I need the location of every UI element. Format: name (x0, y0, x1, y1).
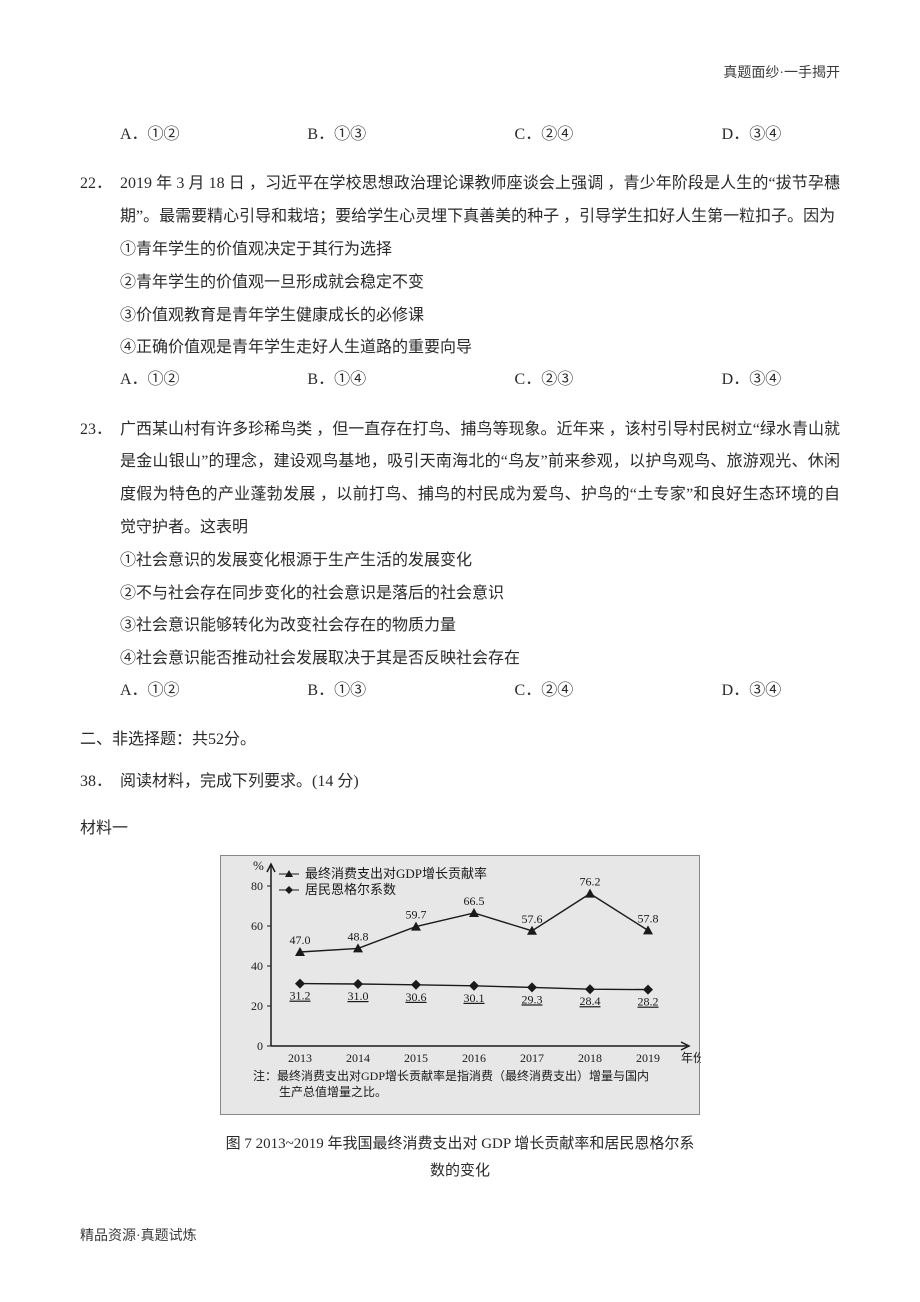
q22-opt-b: B．①④ (307, 365, 514, 395)
svg-text:40: 40 (251, 959, 263, 973)
svg-text:2014: 2014 (346, 1051, 370, 1065)
q21-opt-b: B．①③ (307, 120, 514, 150)
q22-body: 2019 年 3 月 18 日 ，习近平在学校思想政治理论课教师座谈会上强调 ，… (120, 168, 840, 234)
svg-text:20: 20 (251, 999, 263, 1013)
svg-text:最终消费支出对GDP增长贡献率: 最终消费支出对GDP增长贡献率 (305, 866, 487, 881)
svg-text:2015: 2015 (404, 1051, 428, 1065)
svg-text:注：最终消费支出对GDP增长贡献率是指消费（最终消费支出）增: 注：最终消费支出对GDP增长贡献率是指消费（最终消费支出）增量与国内 (253, 1068, 649, 1083)
q23-opt-d: D．③④ (722, 676, 840, 706)
q22-opt-d: D．③④ (722, 365, 840, 395)
svg-text:29.3: 29.3 (522, 993, 543, 1007)
svg-text:48.8: 48.8 (348, 930, 369, 944)
q23-number: 23． (80, 414, 120, 545)
question-38: 38． 阅读材料，完成下列要求。(14 分) (80, 766, 840, 799)
svg-text:80: 80 (251, 879, 263, 893)
page-header-right: 真题面纱·一手揭开 (723, 62, 840, 82)
q22-statement-3: ③价值观教育是青年学生健康成长的必修课 (80, 300, 840, 333)
page-footer-left: 精品资源·真题试炼 (80, 1225, 840, 1245)
svg-text:31.0: 31.0 (348, 989, 369, 1003)
q22-options: A．①② B．①④ C．②③ D．③④ (80, 365, 840, 395)
svg-text:2018: 2018 (578, 1051, 602, 1065)
q21-opt-c: C．②④ (515, 120, 722, 150)
question-22: 22． 2019 年 3 月 18 日 ，习近平在学校思想政治理论课教师座谈会上… (80, 168, 840, 395)
svg-text:59.7: 59.7 (406, 908, 427, 922)
q21-opt-a: A．①② (120, 120, 307, 150)
svg-text:年份: 年份 (681, 1051, 701, 1065)
q38-body: 阅读材料，完成下列要求。(14 分) (120, 766, 840, 799)
svg-text:2013: 2013 (288, 1051, 312, 1065)
chart-caption: 图 7 2013~2019 年我国最终消费支出对 GDP 增长贡献率和居民恩格尔… (220, 1131, 700, 1185)
q23-statement-3: ③社会意识能够转化为改变社会存在的物质力量 (80, 610, 840, 643)
q22-opt-c: C．②③ (515, 365, 722, 395)
q21-opt-d: D．③④ (722, 120, 840, 150)
q23-statement-1: ①社会意识的发展变化根源于生产生活的发展变化 (80, 545, 840, 578)
svg-text:2017: 2017 (520, 1051, 544, 1065)
q23-statement-4: ④社会意识能否推动社会发展取决于其是否反映社会存在 (80, 643, 840, 676)
q23-opt-b: B．①③ (307, 676, 514, 706)
chart-figure-7: % 0 20 40 60 80 2013 2014 2015 2016 2017 2018 2019 年份… (220, 855, 700, 1115)
svg-text:57.6: 57.6 (522, 912, 543, 926)
svg-text:30.1: 30.1 (464, 991, 485, 1005)
svg-text:31.2: 31.2 (290, 989, 311, 1003)
svg-text:76.2: 76.2 (580, 875, 601, 889)
svg-text:30.6: 30.6 (406, 990, 427, 1004)
question-23: 23． 广西某山村有许多珍稀鸟类 ，但一直存在打鸟、捕鸟等现象。近年来 ，该村引… (80, 414, 840, 707)
svg-text:居民恩格尔系数: 居民恩格尔系数 (305, 882, 396, 897)
q23-statement-2: ②不与社会存在同步变化的社会意识是落后的社会意识 (80, 578, 840, 611)
svg-text:57.8: 57.8 (638, 912, 659, 926)
svg-text:66.5: 66.5 (464, 894, 485, 908)
q23-opt-a: A．①② (120, 676, 307, 706)
svg-text:28.4: 28.4 (580, 994, 601, 1008)
q23-body: 广西某山村有许多珍稀鸟类 ，但一直存在打鸟、捕鸟等现象。近年来 ，该村引导村民树… (120, 414, 840, 545)
q21-options: A．①② B．①③ C．②④ D．③④ (80, 120, 840, 150)
chart-svg: % 0 20 40 60 80 2013 2014 2015 2016 2017 2018 2019 年份… (221, 856, 701, 1116)
section-2-heading: 二、非选择题：共52分。 (80, 724, 840, 756)
q22-number: 22． (80, 168, 120, 234)
svg-text:2019: 2019 (636, 1051, 660, 1065)
q23-opt-c: C．②④ (515, 676, 722, 706)
q38-number: 38． (80, 766, 120, 799)
svg-text:0: 0 (257, 1039, 263, 1053)
q22-opt-a: A．①② (120, 365, 307, 395)
svg-text:28.2: 28.2 (638, 995, 659, 1009)
q22-statement-2: ②青年学生的价值观一旦形成就会稳定不变 (80, 267, 840, 300)
q22-statement-4: ④正确价值观是青年学生走好人生道路的重要向导 (80, 332, 840, 365)
q22-statement-1: ①青年学生的价值观决定于其行为选择 (80, 234, 840, 267)
svg-text:47.0: 47.0 (290, 933, 311, 947)
svg-text:生产总值增量之比。: 生产总值增量之比。 (279, 1084, 387, 1099)
q23-options: A．①② B．①③ C．②④ D．③④ (80, 676, 840, 706)
svg-text:%: % (253, 858, 264, 873)
svg-text:60: 60 (251, 919, 263, 933)
svg-text:2016: 2016 (462, 1051, 486, 1065)
material-1-label: 材料一 (80, 813, 840, 845)
